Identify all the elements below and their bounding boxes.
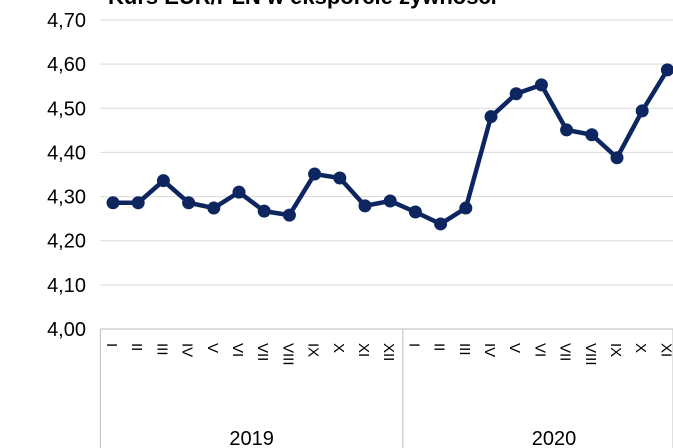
y-tick-label: 4,70 [47,10,86,32]
x-tick-label: IV [481,343,498,357]
x-tick-label: VIII [582,343,599,366]
line-point [106,196,120,210]
x-tick-label: VII [557,343,574,361]
x-tick-label: VI [229,343,246,357]
line-point [484,110,498,124]
x-tick-label: II [128,343,145,351]
x-tick-label: II [431,343,448,351]
x-tick-label: III [456,343,473,356]
chart-title: Kurs EUR/PLN w eksporcie żywności [108,0,497,9]
line-point [408,205,422,219]
line-point [610,151,624,165]
group-label: 2020 [532,428,577,448]
x-tick-label: I [103,343,120,347]
y-tick-label: 4,50 [47,98,86,120]
line-point [635,104,649,118]
x-tick-label: X [632,343,649,353]
x-tick-label: I [405,343,422,347]
x-tick-label: XI [355,343,372,357]
x-tick-label: XII [380,343,397,361]
x-tick-label: XI [657,343,673,357]
y-tick-label: 4,10 [47,275,86,297]
x-tick-label: VII [254,343,271,361]
line-point [509,87,523,101]
x-tick-label: III [153,343,170,356]
x-tick-label: IX [607,343,624,357]
line-point [131,196,145,210]
x-tick-label: IX [305,343,322,357]
line-point [182,196,196,210]
line-point [459,201,473,215]
line-point [383,194,397,208]
y-tick-label: 4,30 [47,187,86,209]
line-point [560,123,574,137]
y-tick-label: 4,20 [47,231,86,253]
line-point [232,185,246,199]
x-tick-label: V [506,343,523,353]
line-point [333,171,347,185]
group-label: 2019 [229,428,274,448]
y-tick-label: 4,00 [47,319,86,341]
x-tick-label: VIII [279,343,296,366]
line-point [207,201,221,215]
line-point [585,128,599,142]
line-point [434,217,448,231]
line-point [156,174,170,188]
line-point [660,63,673,77]
y-tick-label: 4,40 [47,142,86,164]
line-point [282,208,296,222]
x-tick-label: IV [179,343,196,357]
x-tick-label: V [204,343,221,353]
line-point [358,199,372,213]
x-tick-label: VI [531,343,548,357]
x-tick-label: X [330,343,347,353]
line-point [308,167,322,181]
y-tick-label: 4,60 [47,54,86,76]
line-point [257,204,271,218]
line-point [534,78,548,92]
